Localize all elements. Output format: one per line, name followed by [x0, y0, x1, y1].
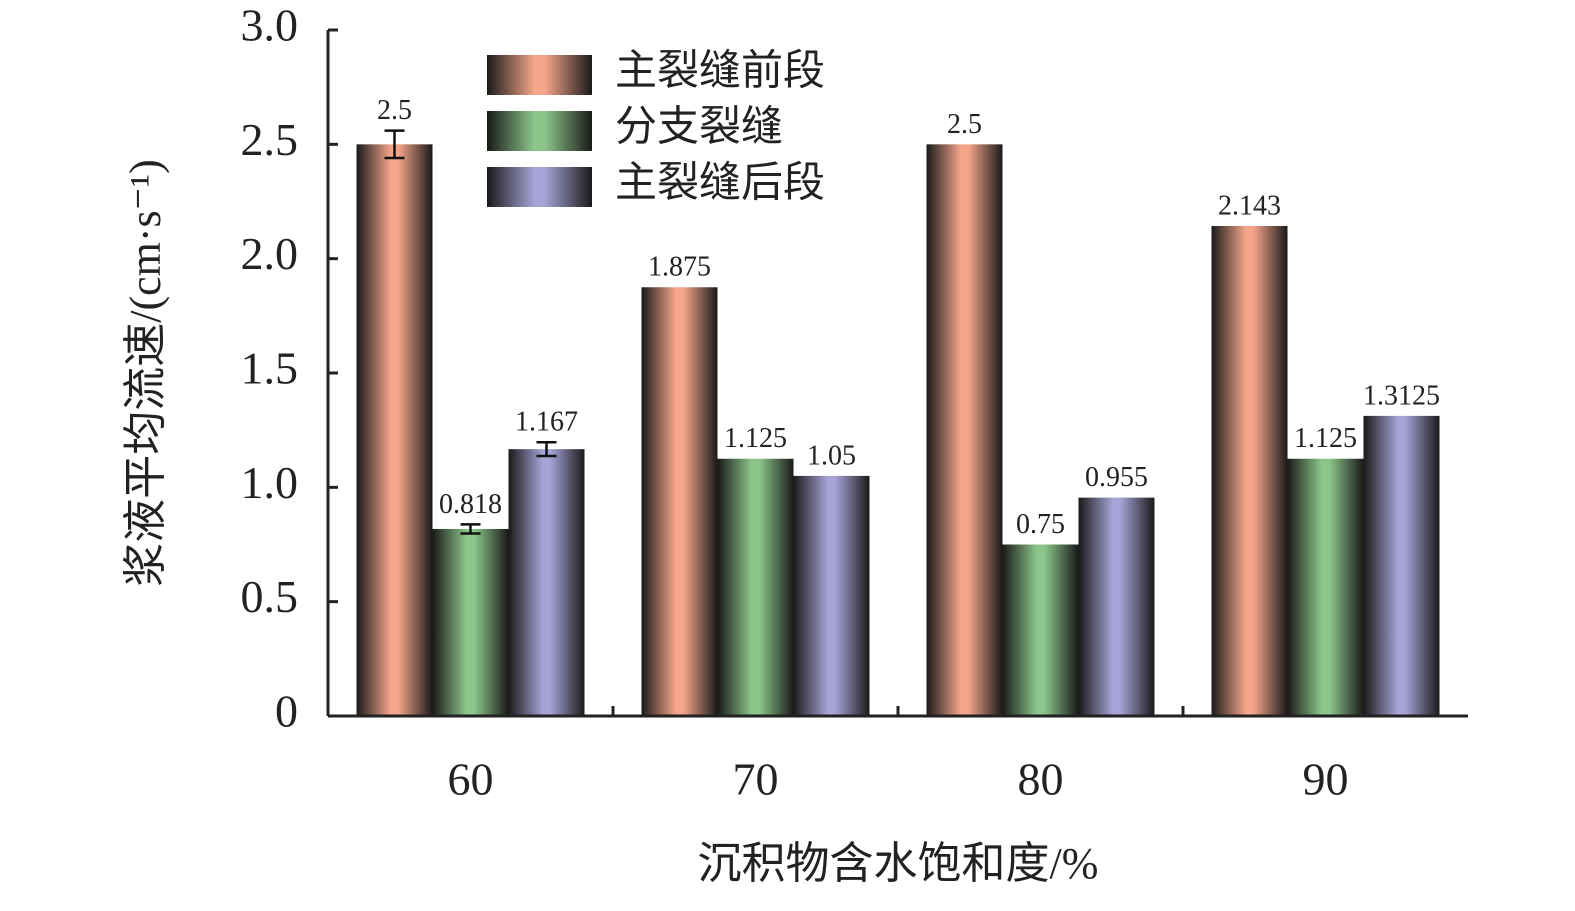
x-tick-label: 60 [448, 754, 494, 805]
y-tick-label: 0 [275, 686, 298, 737]
bar [1211, 225, 1288, 716]
y-tick-label: 3.0 [241, 0, 299, 51]
legend-label: 分支裂缝 [615, 105, 783, 151]
y-tick-label: 1.5 [241, 343, 299, 394]
legend-swatch [487, 55, 592, 95]
x-axis-title: 沉积物含水饱和度/% [698, 839, 1099, 888]
data-label: 1.125 [1294, 423, 1357, 454]
y-tick-label: 2.5 [241, 114, 299, 165]
bar [1078, 497, 1155, 716]
bar [717, 458, 794, 716]
bar [926, 144, 1003, 717]
y-axis-title: 浆液平均流速/(cm·s⁻¹) [121, 159, 170, 586]
bar [508, 449, 585, 716]
x-tick-label: 70 [733, 754, 779, 805]
y-tick-label: 2.0 [241, 228, 299, 279]
legend-label: 主裂缝后段 [615, 161, 825, 207]
error-bar [536, 441, 557, 458]
data-label: 2.5 [377, 95, 412, 126]
data-label: 1.167 [515, 407, 578, 438]
y-tick-label: 1.0 [241, 457, 299, 508]
data-label: 2.5 [947, 109, 982, 140]
data-label: 1.05 [807, 440, 856, 471]
y-tick-label: 0.5 [241, 571, 299, 622]
legend-swatch [487, 111, 592, 151]
data-label: 1.875 [648, 252, 711, 283]
data-label: 2.143 [1218, 190, 1281, 221]
error-bar [384, 129, 405, 160]
legend-swatch [487, 167, 592, 207]
x-tick-label: 80 [1018, 754, 1064, 805]
bar [793, 475, 870, 716]
bar [356, 144, 433, 717]
bar [1002, 544, 1079, 716]
x-tick-label: 90 [1303, 754, 1349, 805]
error-bar [460, 523, 481, 535]
bar [1363, 415, 1440, 716]
bar [641, 287, 718, 716]
data-label: 0.955 [1085, 462, 1148, 493]
legend-label: 主裂缝前段 [615, 49, 825, 95]
bar [1287, 458, 1364, 716]
data-label: 1.3125 [1363, 380, 1440, 411]
data-label: 1.125 [724, 423, 787, 454]
data-label: 0.818 [439, 489, 502, 520]
data-label: 0.75 [1016, 509, 1065, 540]
bar [432, 528, 509, 716]
